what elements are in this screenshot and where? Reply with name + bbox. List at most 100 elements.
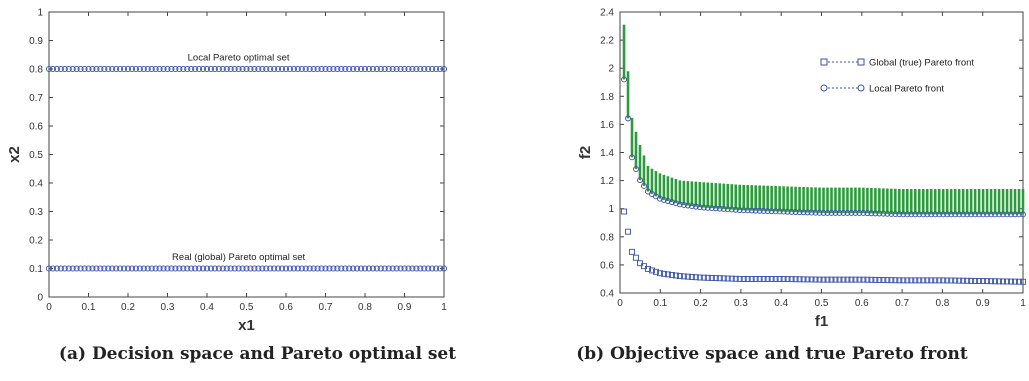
y-tick-label: 1.2 bbox=[600, 176, 614, 187]
data-point bbox=[972, 211, 979, 218]
data-point bbox=[788, 208, 795, 215]
x-tick-label: 0.2 bbox=[121, 302, 135, 313]
data-point bbox=[132, 65, 139, 73]
data-point bbox=[1012, 211, 1018, 218]
data-point bbox=[243, 65, 250, 73]
y-tick-label: 2 bbox=[608, 64, 614, 75]
data-point bbox=[836, 209, 843, 216]
data-point bbox=[980, 211, 987, 218]
data-point bbox=[373, 265, 380, 272]
data-point bbox=[413, 265, 420, 272]
data-point bbox=[964, 277, 971, 284]
data-point bbox=[868, 210, 875, 217]
y-tick-label: 1 bbox=[608, 204, 614, 215]
panel-decision-space: 0 0.1 0.2 0.3 0.4 0.5 0.6 0.7 0.8 0.9 1 0 0.1 0.2 0.3 0… bbox=[6, 8, 457, 365]
legend-label-local: Local Pareto front bbox=[869, 84, 944, 95]
data-point bbox=[357, 265, 365, 272]
data-point bbox=[101, 65, 108, 73]
data-point bbox=[286, 265, 294, 272]
data-point bbox=[196, 65, 203, 73]
data-point bbox=[271, 65, 278, 73]
data-point bbox=[960, 277, 967, 284]
data-point bbox=[728, 206, 735, 213]
data-point bbox=[716, 205, 723, 212]
caption-a: (a) Decision space and Pareto optimal se… bbox=[58, 344, 457, 364]
data-point bbox=[318, 65, 325, 73]
data-point bbox=[417, 65, 424, 73]
data-point bbox=[1016, 278, 1022, 285]
data-point bbox=[128, 65, 135, 73]
data-point bbox=[724, 275, 731, 282]
data-point bbox=[768, 276, 775, 282]
data-point bbox=[239, 265, 246, 272]
data-point bbox=[401, 65, 408, 73]
annotation-label: Local Pareto optimal set bbox=[188, 52, 290, 63]
data-point bbox=[294, 265, 301, 272]
annotation-label: Real (global) Pareto optimal set bbox=[172, 252, 305, 263]
data-point bbox=[968, 277, 975, 284]
data-point bbox=[357, 65, 365, 73]
data-point bbox=[748, 276, 755, 282]
data-point bbox=[61, 265, 68, 272]
legend-square-marker bbox=[820, 58, 828, 66]
data-point bbox=[385, 265, 392, 272]
data-point bbox=[780, 276, 787, 282]
data-point bbox=[65, 65, 72, 73]
data-point bbox=[65, 265, 72, 272]
data-point bbox=[267, 265, 274, 272]
data-point bbox=[621, 76, 627, 83]
data-point bbox=[992, 278, 999, 285]
data-point bbox=[704, 274, 711, 281]
data-point bbox=[152, 65, 159, 73]
data-point bbox=[820, 209, 827, 216]
data-point bbox=[203, 265, 211, 272]
data-point bbox=[872, 276, 879, 283]
data-point bbox=[888, 277, 895, 284]
data-point bbox=[314, 65, 321, 73]
data-point bbox=[440, 265, 448, 272]
data-point bbox=[996, 278, 1003, 285]
data-point bbox=[275, 265, 282, 272]
data-point bbox=[164, 265, 171, 272]
data-point bbox=[680, 202, 687, 208]
data-point bbox=[900, 211, 907, 218]
data-point bbox=[350, 265, 357, 272]
data-point bbox=[97, 65, 104, 73]
data-point bbox=[1008, 278, 1014, 285]
panel-objective-space: 0 0.1 0.2 0.3 0.4 0.5 0.6 0.7 0.8 0.9 1 0.4 0.6 0.8 1 1… bbox=[515, 0, 1029, 381]
data-point bbox=[629, 154, 635, 161]
x-tick-label: 0.4 bbox=[774, 298, 788, 309]
data-point bbox=[405, 265, 412, 272]
x-tick-label: 1 bbox=[441, 302, 447, 313]
data-point bbox=[756, 207, 763, 214]
plot-frame bbox=[619, 11, 1024, 294]
y-tick-label: 1.4 bbox=[600, 148, 614, 159]
data-point bbox=[223, 65, 230, 73]
data-point bbox=[816, 276, 823, 283]
data-point bbox=[649, 267, 655, 274]
data-point bbox=[69, 65, 76, 73]
data-point bbox=[180, 65, 187, 73]
data-point bbox=[832, 209, 839, 216]
data-point bbox=[219, 65, 226, 73]
data-point bbox=[684, 273, 691, 280]
data-point bbox=[97, 265, 104, 272]
data-point bbox=[796, 276, 803, 283]
data-point bbox=[1012, 278, 1018, 285]
data-point bbox=[716, 275, 723, 282]
data-point bbox=[952, 277, 959, 284]
data-point bbox=[310, 265, 317, 272]
data-point bbox=[964, 211, 971, 218]
data-point bbox=[140, 265, 147, 272]
data-point bbox=[81, 265, 88, 272]
data-point bbox=[940, 211, 947, 218]
data-point bbox=[263, 265, 270, 272]
data-point bbox=[57, 265, 64, 272]
data-point bbox=[880, 210, 887, 217]
data-point bbox=[633, 166, 639, 172]
data-point bbox=[860, 276, 867, 283]
data-point bbox=[908, 277, 915, 284]
data-point bbox=[326, 65, 333, 73]
data-point bbox=[824, 276, 831, 283]
data-point bbox=[836, 276, 843, 283]
